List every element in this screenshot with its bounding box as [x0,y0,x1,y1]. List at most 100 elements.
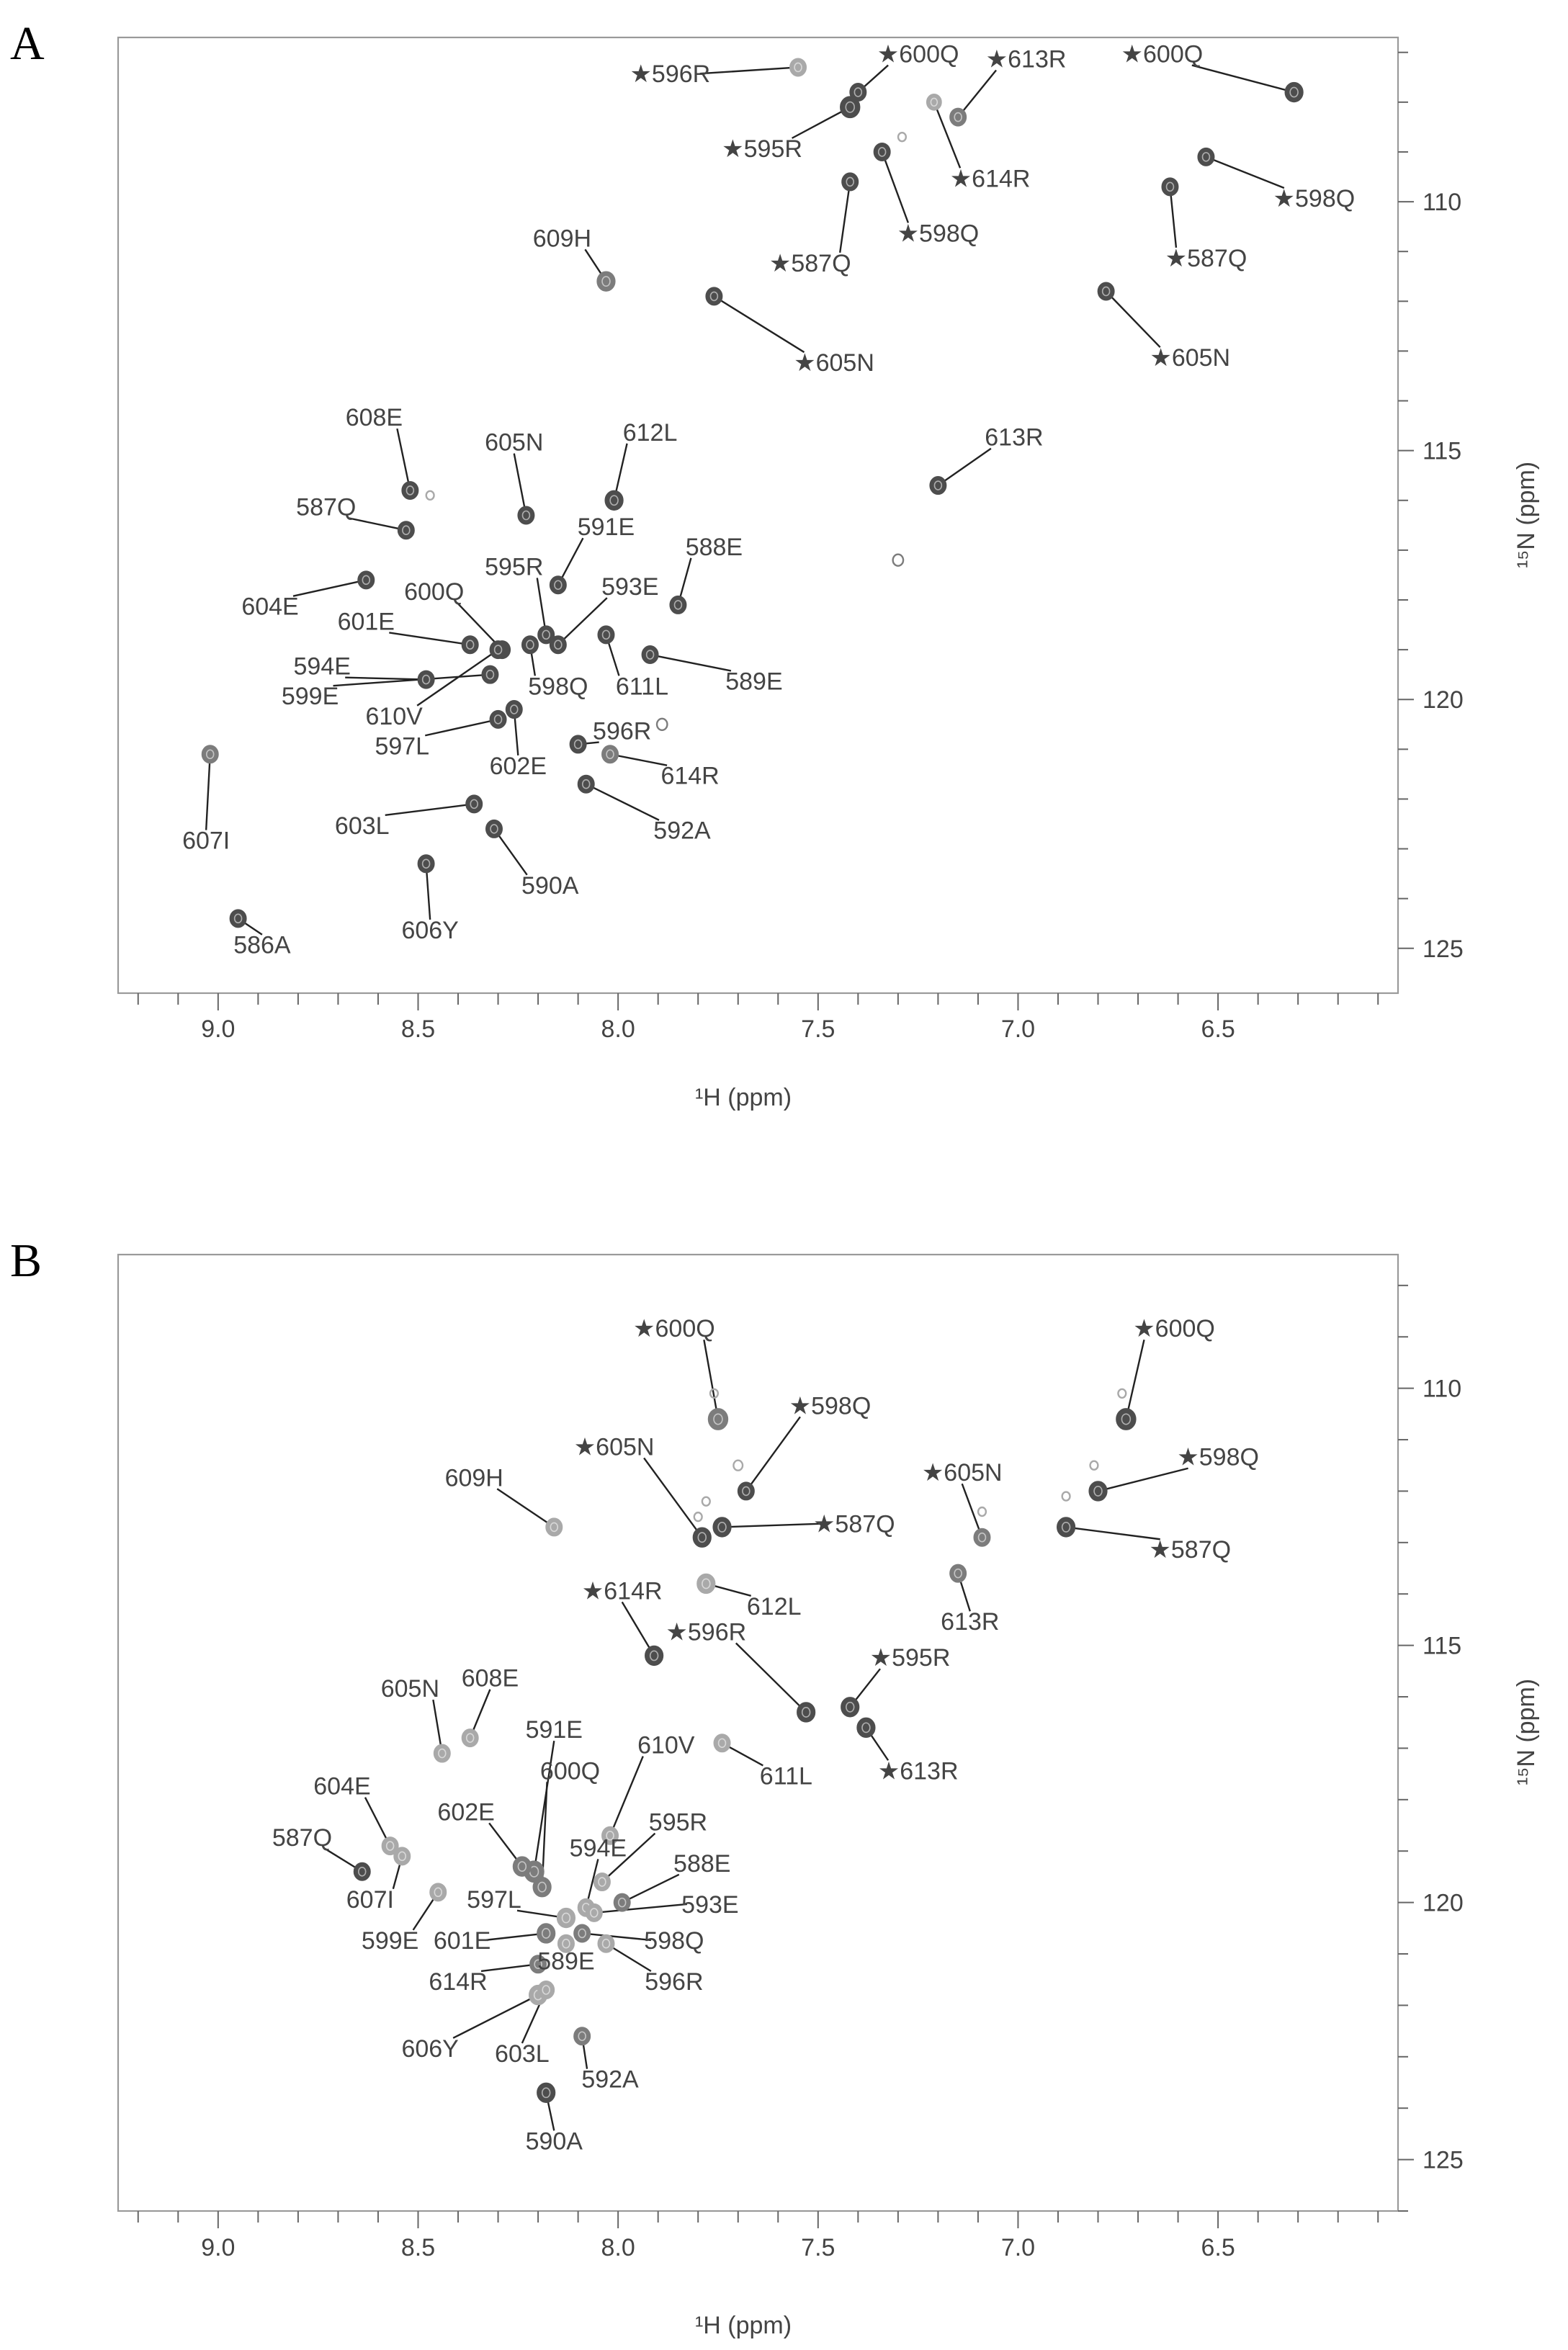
peak-contour-outer [712,1517,732,1538]
panel-a-x-axis: 9.0 8.5 8.0 7.5 7.0 6.5 [137,993,1379,1043]
peak-contour-inner [601,1938,611,1949]
peak-600q [707,1408,729,1430]
peak-label: 595R [649,1809,707,1837]
peak-label: ★598Q [1177,1444,1259,1471]
leader-line [536,578,547,635]
peak-contour-inner [434,1887,442,1898]
peak-588e [669,595,687,614]
peak-contour-inner [493,645,503,655]
peak-label: ★587Q [769,250,851,277]
y-tick-label: 120 [1423,1890,1464,1917]
unlabeled-peak [892,553,905,567]
peak-contour-inner [398,1851,407,1862]
peak-label: ★605N [922,1459,1003,1486]
peak-contour-outer [973,1528,991,1547]
peak-label: 613R [985,424,1043,452]
peak-contour-inner [649,1650,659,1661]
peak-label: 594E [294,653,351,681]
leader-line [609,753,668,766]
peak-contour-inner [702,1578,711,1589]
peak-contour-inner [573,739,583,750]
leader-line [961,1483,983,1538]
peak-610v [601,1826,619,1845]
peak-label: 603L [495,2040,550,2068]
peak-612l [696,1573,716,1595]
leader-line [557,597,608,646]
peak-contour-outer [1284,81,1304,103]
x-tick-label: 6.5 [1201,2234,1235,2261]
peak-605n [517,506,535,525]
peak-contour-outer [737,1481,755,1501]
peak-contour-inner [954,1568,962,1579]
peak-contour-outer [517,506,535,525]
peak-contour-outer [229,909,247,928]
peak-contour-outer [926,94,942,111]
peak-label: 612L [623,419,678,447]
peak-contour-inner [854,87,863,97]
peak-contour-outer [1116,1408,1137,1430]
leader-line [601,1832,656,1883]
unlabeled-peak [1061,1491,1071,1502]
x-tick-label: 9.0 [201,1015,235,1043]
peak-593e [585,1903,603,1922]
peak-598q [573,1924,591,1943]
peak-label: 597L [375,732,429,760]
peak-598q [737,1481,755,1501]
peak-592a [573,2027,591,2046]
leader-line [735,1642,807,1713]
peak-contour-inner [485,669,495,680]
peak-contour-outer [556,1907,576,1929]
peak-605n [705,287,723,306]
peak-label: 591E [578,513,635,541]
peak-contour-outer [949,1564,967,1583]
leader-line [933,102,962,169]
peak-contour-inner [541,2087,551,2099]
peak-label: ★587Q [1165,245,1247,272]
leader-line [480,1963,539,1973]
peak-600q [1116,1408,1137,1430]
peak-label: 590A [526,2127,583,2155]
peak-596r [597,1934,615,1953]
panel-b-letter: B [10,1234,42,1287]
peak-contour-inner [717,1522,727,1533]
peak-label: 594E [570,1834,627,1862]
x-tick-label: 7.5 [801,1015,835,1043]
peak-contour-inner [1121,1413,1132,1425]
leader-line [485,1932,547,1942]
peak-contour-inner [542,629,550,640]
peak-contour-inner [645,650,655,660]
peak-contour-inner [861,1722,871,1734]
peak-contour-inner [554,580,563,591]
peak-label: 587Q [272,1824,332,1852]
peak-contour-inner [402,525,411,536]
peak-label: ★605N [794,349,874,377]
peak-label: 606Y [401,917,458,944]
peak-contour-inner [609,495,619,506]
unlabeled-peak [425,490,435,501]
peak-label: 588E [673,1850,730,1878]
x-tick-label: 7.5 [801,2234,835,2261]
x-tick-label: 8.0 [601,1015,635,1043]
peak-contour-inner [233,913,243,924]
panel-a-peak-labels: ★596R ★595R ★600Q ★613R ★614R ★598Q ★587Q 609H ★… [182,41,1355,959]
peak-600q [1284,81,1304,103]
peak-587q [841,172,859,192]
peak-contour-outer [417,670,435,689]
peak-contour-inner [541,1928,551,1939]
leader-line [396,428,411,491]
leader-line [593,1903,687,1914]
peak-contour-inner [590,1908,599,1918]
peak-contour-inner [470,799,478,810]
peak-contour-inner [561,1912,571,1924]
peak-contour-inner [606,1830,614,1841]
peak-contour-outer [597,1934,615,1953]
unlabeled-peak [693,1511,703,1522]
unlabeled-peak [655,717,668,731]
peak-contour-outer [465,794,483,814]
peak-contour-outer [789,58,807,77]
peak-contour-outer [597,625,615,645]
x-tick-label: 7.0 [1001,2234,1035,2261]
peak-contour-outer [585,1903,603,1922]
leader-line [839,181,851,254]
